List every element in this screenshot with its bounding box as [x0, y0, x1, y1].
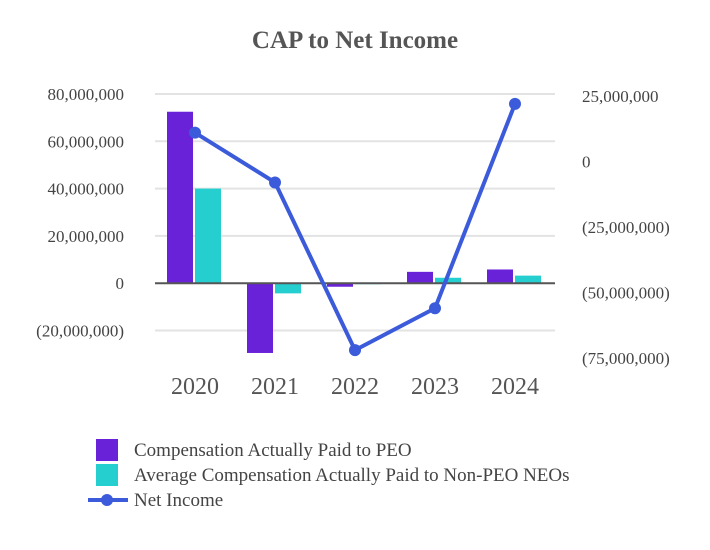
- legend-marker: [101, 494, 113, 506]
- bar: [407, 271, 433, 284]
- net-income-point: [189, 126, 201, 139]
- right-tick-label: (50,000,000): [582, 284, 670, 303]
- category-label: 2020: [171, 374, 219, 400]
- net-income-point: [509, 97, 521, 110]
- bars: [167, 111, 541, 353]
- bar: [515, 275, 541, 284]
- right-tick-label: (25,000,000): [582, 218, 670, 237]
- bar: [247, 283, 273, 353]
- legend-label: Net Income: [134, 490, 223, 511]
- category-label: 2024: [491, 374, 539, 400]
- left-tick-label: 0: [116, 274, 125, 293]
- bar: [195, 188, 221, 284]
- right-axis-ticks: 25,000,000 0 (25,000,000) (50,000,000) (75,0…: [582, 87, 670, 368]
- bar: [167, 111, 193, 284]
- right-tick-label: (75,000,000): [582, 349, 670, 368]
- left-tick-label: (20,000,000): [36, 322, 124, 341]
- net-income-line: [189, 97, 521, 357]
- left-tick-label: 80,000,000: [48, 85, 125, 104]
- right-tick-label: 25,000,000: [582, 87, 659, 106]
- net-income-point: [269, 176, 281, 189]
- bar: [327, 283, 353, 287]
- bar: [275, 283, 301, 294]
- right-tick-label: 0: [582, 153, 591, 172]
- bar: [487, 269, 513, 284]
- legend: Compensation Actually Paid to PEO Average…: [88, 439, 570, 511]
- legend-label: Average Compensation Actually Paid to No…: [134, 465, 570, 486]
- category-label: 2023: [411, 374, 459, 400]
- net-income-point: [429, 302, 441, 315]
- left-axis-ticks: 80,000,000 60,000,000 40,000,000 20,000,000…: [36, 85, 124, 341]
- legend-swatch: [96, 464, 118, 486]
- category-label: 2022: [331, 374, 379, 400]
- net-income-point: [349, 344, 361, 357]
- legend-label: Compensation Actually Paid to PEO: [134, 440, 412, 461]
- left-tick-label: 40,000,000: [48, 180, 125, 199]
- category-label: 2021: [251, 374, 299, 400]
- legend-swatch: [96, 439, 118, 461]
- left-tick-label: 60,000,000: [48, 132, 125, 151]
- gridlines: [155, 93, 555, 332]
- category-labels: 2020 2021 2022 2023 2024: [171, 374, 539, 400]
- chart-title: CAP to Net Income: [252, 27, 458, 54]
- left-tick-label: 20,000,000: [48, 227, 125, 246]
